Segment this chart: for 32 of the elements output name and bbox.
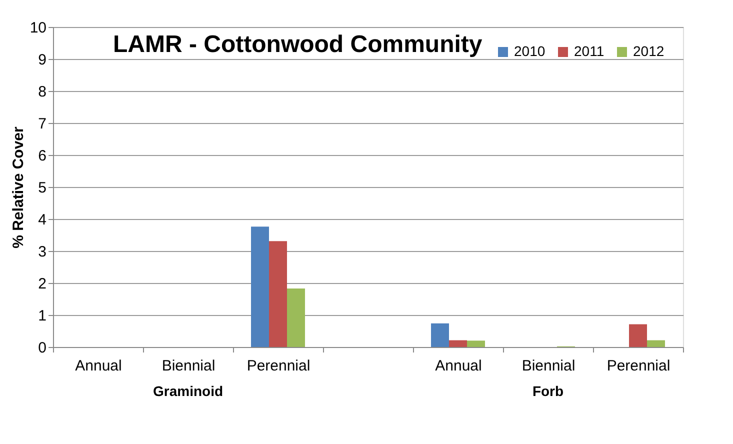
- bar: [449, 340, 467, 347]
- x-tick-label: Perennial: [606, 358, 670, 374]
- x-tick-label: Annual: [435, 358, 482, 374]
- y-axis-title: % Relative Cover: [10, 126, 27, 248]
- legend-label: 2012: [633, 43, 664, 59]
- text: Graminoid: [152, 383, 224, 399]
- y-tick-label: 7: [38, 116, 46, 132]
- y-tick-label: 1: [38, 308, 46, 324]
- y-tick-label: 2: [38, 276, 46, 292]
- y-tick-label: 3: [38, 244, 46, 260]
- y-tick-label: 6: [38, 148, 46, 164]
- bar: [431, 323, 449, 347]
- y-tick-label: 5: [38, 180, 46, 196]
- bar: [629, 324, 647, 347]
- y-tick-label: 10: [30, 20, 46, 36]
- y-tick-label: 9: [38, 52, 46, 68]
- x-tick-label: Biennial: [162, 358, 216, 374]
- legend-label: 2010: [514, 43, 546, 59]
- text: Forb: [532, 383, 564, 399]
- x-tick-label: Biennial: [522, 358, 576, 374]
- bar: [287, 288, 305, 347]
- x-tick-label: Perennial: [246, 358, 310, 374]
- y-tick-label: 4: [38, 212, 46, 228]
- bar: [467, 340, 485, 347]
- chart-title: LAMR - Cottonwood Community: [113, 31, 483, 58]
- bar: [647, 340, 665, 347]
- bar: [269, 241, 287, 347]
- y-tick-label: 8: [38, 84, 46, 100]
- y-tick-label: 0: [38, 340, 46, 356]
- bar: [251, 226, 269, 347]
- x-tick-label: Annual: [75, 358, 122, 374]
- legend-label: 2011: [574, 43, 604, 59]
